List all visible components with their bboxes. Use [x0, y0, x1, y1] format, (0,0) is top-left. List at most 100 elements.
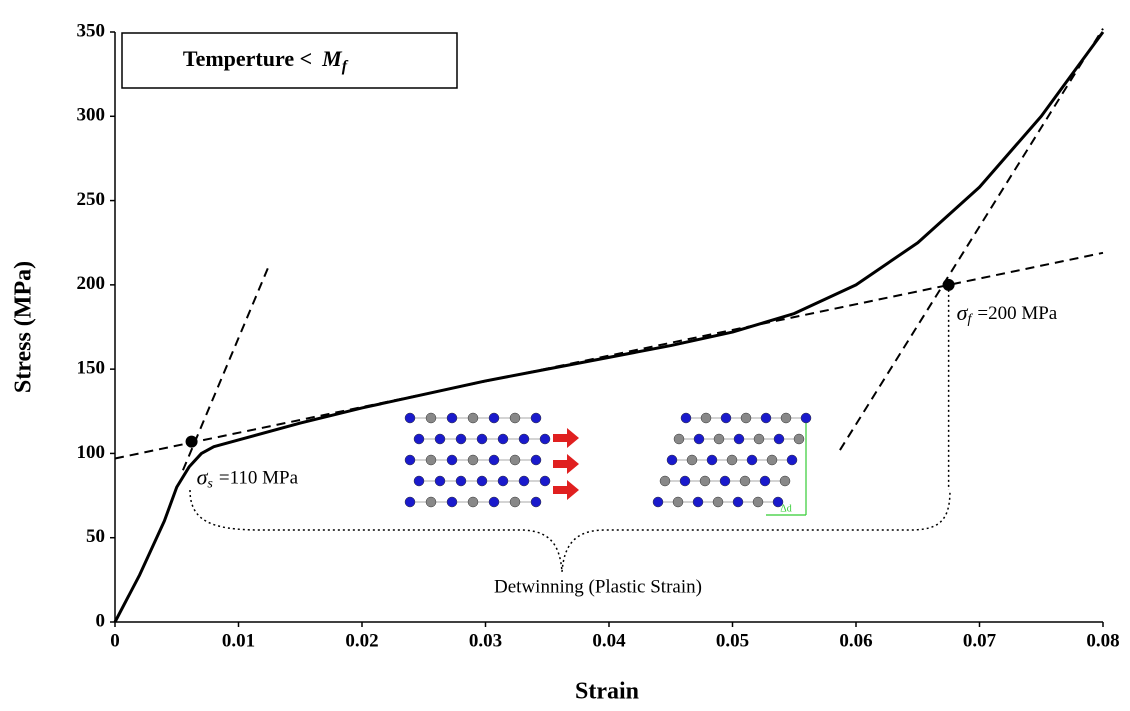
- atom: [425, 454, 437, 466]
- atom: [720, 412, 732, 424]
- atom: [467, 454, 479, 466]
- atom: [497, 433, 509, 445]
- atom: [518, 475, 530, 487]
- y-tick-label: 0: [96, 610, 106, 631]
- atom: [518, 433, 530, 445]
- point-label: σf =200 MPa: [957, 300, 1058, 327]
- point-sub: s: [207, 477, 213, 492]
- reference-line: [114, 251, 1104, 460]
- point-symbol: σ: [957, 300, 969, 325]
- condition-sub: f: [342, 58, 349, 75]
- atom: [686, 454, 698, 466]
- y-tick-label: 200: [77, 273, 106, 294]
- reference-line: [182, 264, 271, 471]
- atom: [800, 412, 812, 424]
- atom: [652, 496, 664, 508]
- point-text: =110 MPa: [219, 468, 299, 489]
- atom: [659, 475, 671, 487]
- condition-symbol: M: [321, 46, 343, 71]
- atom: [780, 412, 792, 424]
- condition-text: Temperture < Mf: [183, 46, 349, 75]
- atom: [509, 496, 521, 508]
- reference-line: [839, 28, 1104, 451]
- point-text: =200 MPa: [977, 303, 1057, 324]
- atom: [488, 496, 500, 508]
- atom: [679, 475, 691, 487]
- atom: [692, 496, 704, 508]
- atom: [425, 496, 437, 508]
- atom: [404, 496, 416, 508]
- point-label: σs =110 MPa: [197, 465, 299, 492]
- atom: [425, 412, 437, 424]
- atom: [680, 412, 692, 424]
- lattice-illustration: Δd: [404, 412, 812, 516]
- x-tick-label: 0: [110, 630, 120, 651]
- atom: [760, 412, 772, 424]
- atom: [746, 454, 758, 466]
- atom: [740, 412, 752, 424]
- x-tick-label: 0.04: [592, 630, 626, 651]
- point-symbol: σ: [197, 465, 209, 490]
- y-tick-label: 250: [77, 189, 106, 210]
- atom: [404, 454, 416, 466]
- stress-strain-curve: [113, 31, 1105, 623]
- atom: [672, 496, 684, 508]
- atom: [488, 454, 500, 466]
- atom: [446, 454, 458, 466]
- atom: [726, 454, 738, 466]
- atom: [509, 454, 521, 466]
- brace-label: Detwinning (Plastic Strain): [494, 576, 702, 597]
- atom: [719, 475, 731, 487]
- atom: [434, 433, 446, 445]
- atom: [693, 433, 705, 445]
- atom: [752, 496, 764, 508]
- point-sub: f: [967, 312, 973, 327]
- atom: [712, 496, 724, 508]
- x-tick-label: 0.01: [222, 630, 255, 651]
- atom: [476, 433, 488, 445]
- condition-box: [121, 32, 458, 89]
- x-tick-label: 0.08: [1086, 630, 1119, 651]
- atom: [733, 433, 745, 445]
- atom: [766, 454, 778, 466]
- atom: [413, 475, 425, 487]
- atom: [713, 433, 725, 445]
- atom: [539, 433, 551, 445]
- x-tick-label: 0.02: [345, 630, 378, 651]
- y-tick-label: 50: [86, 526, 105, 547]
- x-tick-label: 0.05: [716, 630, 749, 651]
- atom: [446, 412, 458, 424]
- atom: [467, 412, 479, 424]
- point: [185, 435, 198, 448]
- atom: [488, 412, 500, 424]
- atom: [476, 475, 488, 487]
- condition-label: Temperture <: [183, 46, 312, 71]
- atom: [539, 475, 551, 487]
- atom: [773, 433, 785, 445]
- atom: [699, 475, 711, 487]
- atom: [509, 412, 521, 424]
- atom: [530, 454, 542, 466]
- y-tick-label: 100: [77, 442, 106, 463]
- detwinning-brace: [189, 489, 951, 573]
- x-tick-label: 0.03: [469, 630, 502, 651]
- atom: [700, 412, 712, 424]
- atom: [467, 496, 479, 508]
- atom: [404, 412, 416, 424]
- atom: [530, 412, 542, 424]
- y-tick-label: 150: [77, 358, 106, 379]
- atom: [753, 433, 765, 445]
- x-tick-label: 0.07: [963, 630, 997, 651]
- atom: [786, 454, 798, 466]
- y-tick-label: 300: [77, 105, 106, 126]
- atom: [497, 475, 509, 487]
- y-axis-label: Stress (MPa): [11, 261, 37, 393]
- atom: [413, 433, 425, 445]
- atom: [446, 496, 458, 508]
- y-tick-label: 350: [77, 20, 106, 41]
- atom: [739, 475, 751, 487]
- delta-label: Δd: [780, 503, 791, 514]
- atom: [732, 496, 744, 508]
- atom: [779, 475, 791, 487]
